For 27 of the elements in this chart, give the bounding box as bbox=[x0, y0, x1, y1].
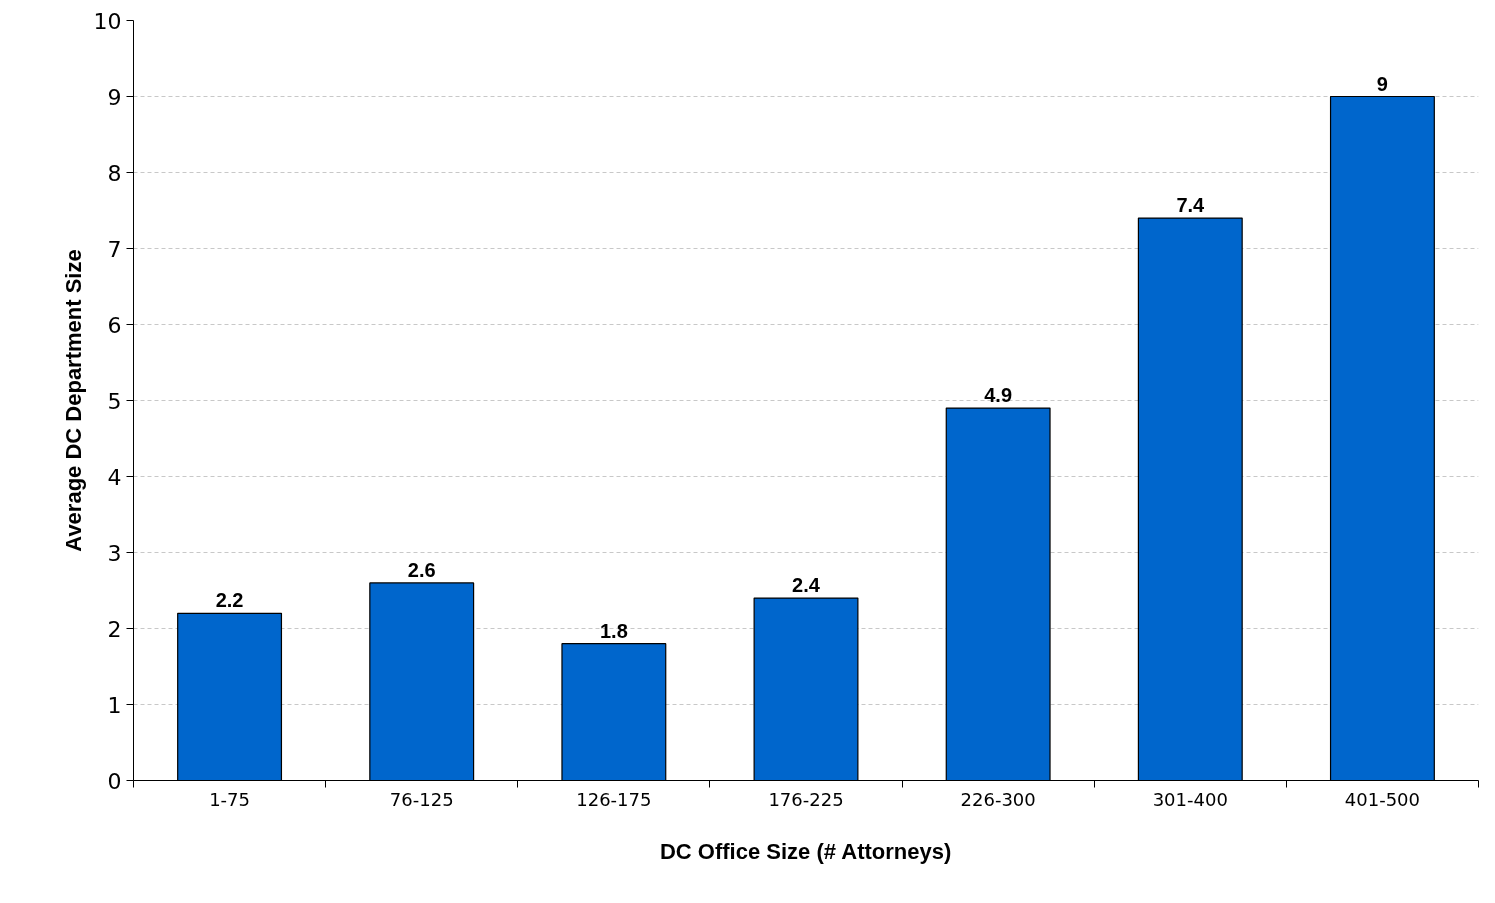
data-label: 2.2 bbox=[215, 589, 244, 612]
data-label: 9 bbox=[1376, 72, 1388, 95]
y-tick-label: 2 bbox=[107, 616, 122, 642]
data-label: 4.9 bbox=[984, 384, 1013, 407]
data-label: 1.8 bbox=[599, 619, 628, 642]
x-tick-label: 1-75 bbox=[209, 788, 251, 810]
y-tick-label: 10 bbox=[93, 8, 122, 34]
y-tick-label: 6 bbox=[107, 312, 122, 338]
y-tick-label: 0 bbox=[107, 768, 122, 794]
x-tick-label: 126-175 bbox=[576, 788, 652, 810]
y-axis-title: Average DC Department Size bbox=[60, 249, 86, 552]
x-axis-title: DC Office Size (# Attorneys) bbox=[659, 838, 952, 864]
x-tick-label: 401-500 bbox=[1344, 788, 1421, 810]
y-tick-label: 7 bbox=[107, 236, 122, 262]
y-tick-label: 8 bbox=[107, 160, 122, 186]
x-tick-label: 176-225 bbox=[768, 788, 844, 810]
y-tick-label: 3 bbox=[107, 540, 122, 566]
y-tick-label: 4 bbox=[107, 464, 122, 490]
x-tick-label: 301-400 bbox=[1152, 788, 1228, 810]
x-tick-label: 226-300 bbox=[960, 788, 1036, 810]
data-label: 7.4 bbox=[1176, 194, 1206, 217]
x-tick-label: 76-125 bbox=[389, 788, 454, 810]
y-tick-label: 5 bbox=[107, 388, 122, 414]
data-label: 2.4 bbox=[792, 574, 821, 597]
y-tick-label: 1 bbox=[107, 692, 122, 718]
y-tick-label: 9 bbox=[107, 84, 122, 110]
data-label: 2.6 bbox=[407, 558, 436, 581]
